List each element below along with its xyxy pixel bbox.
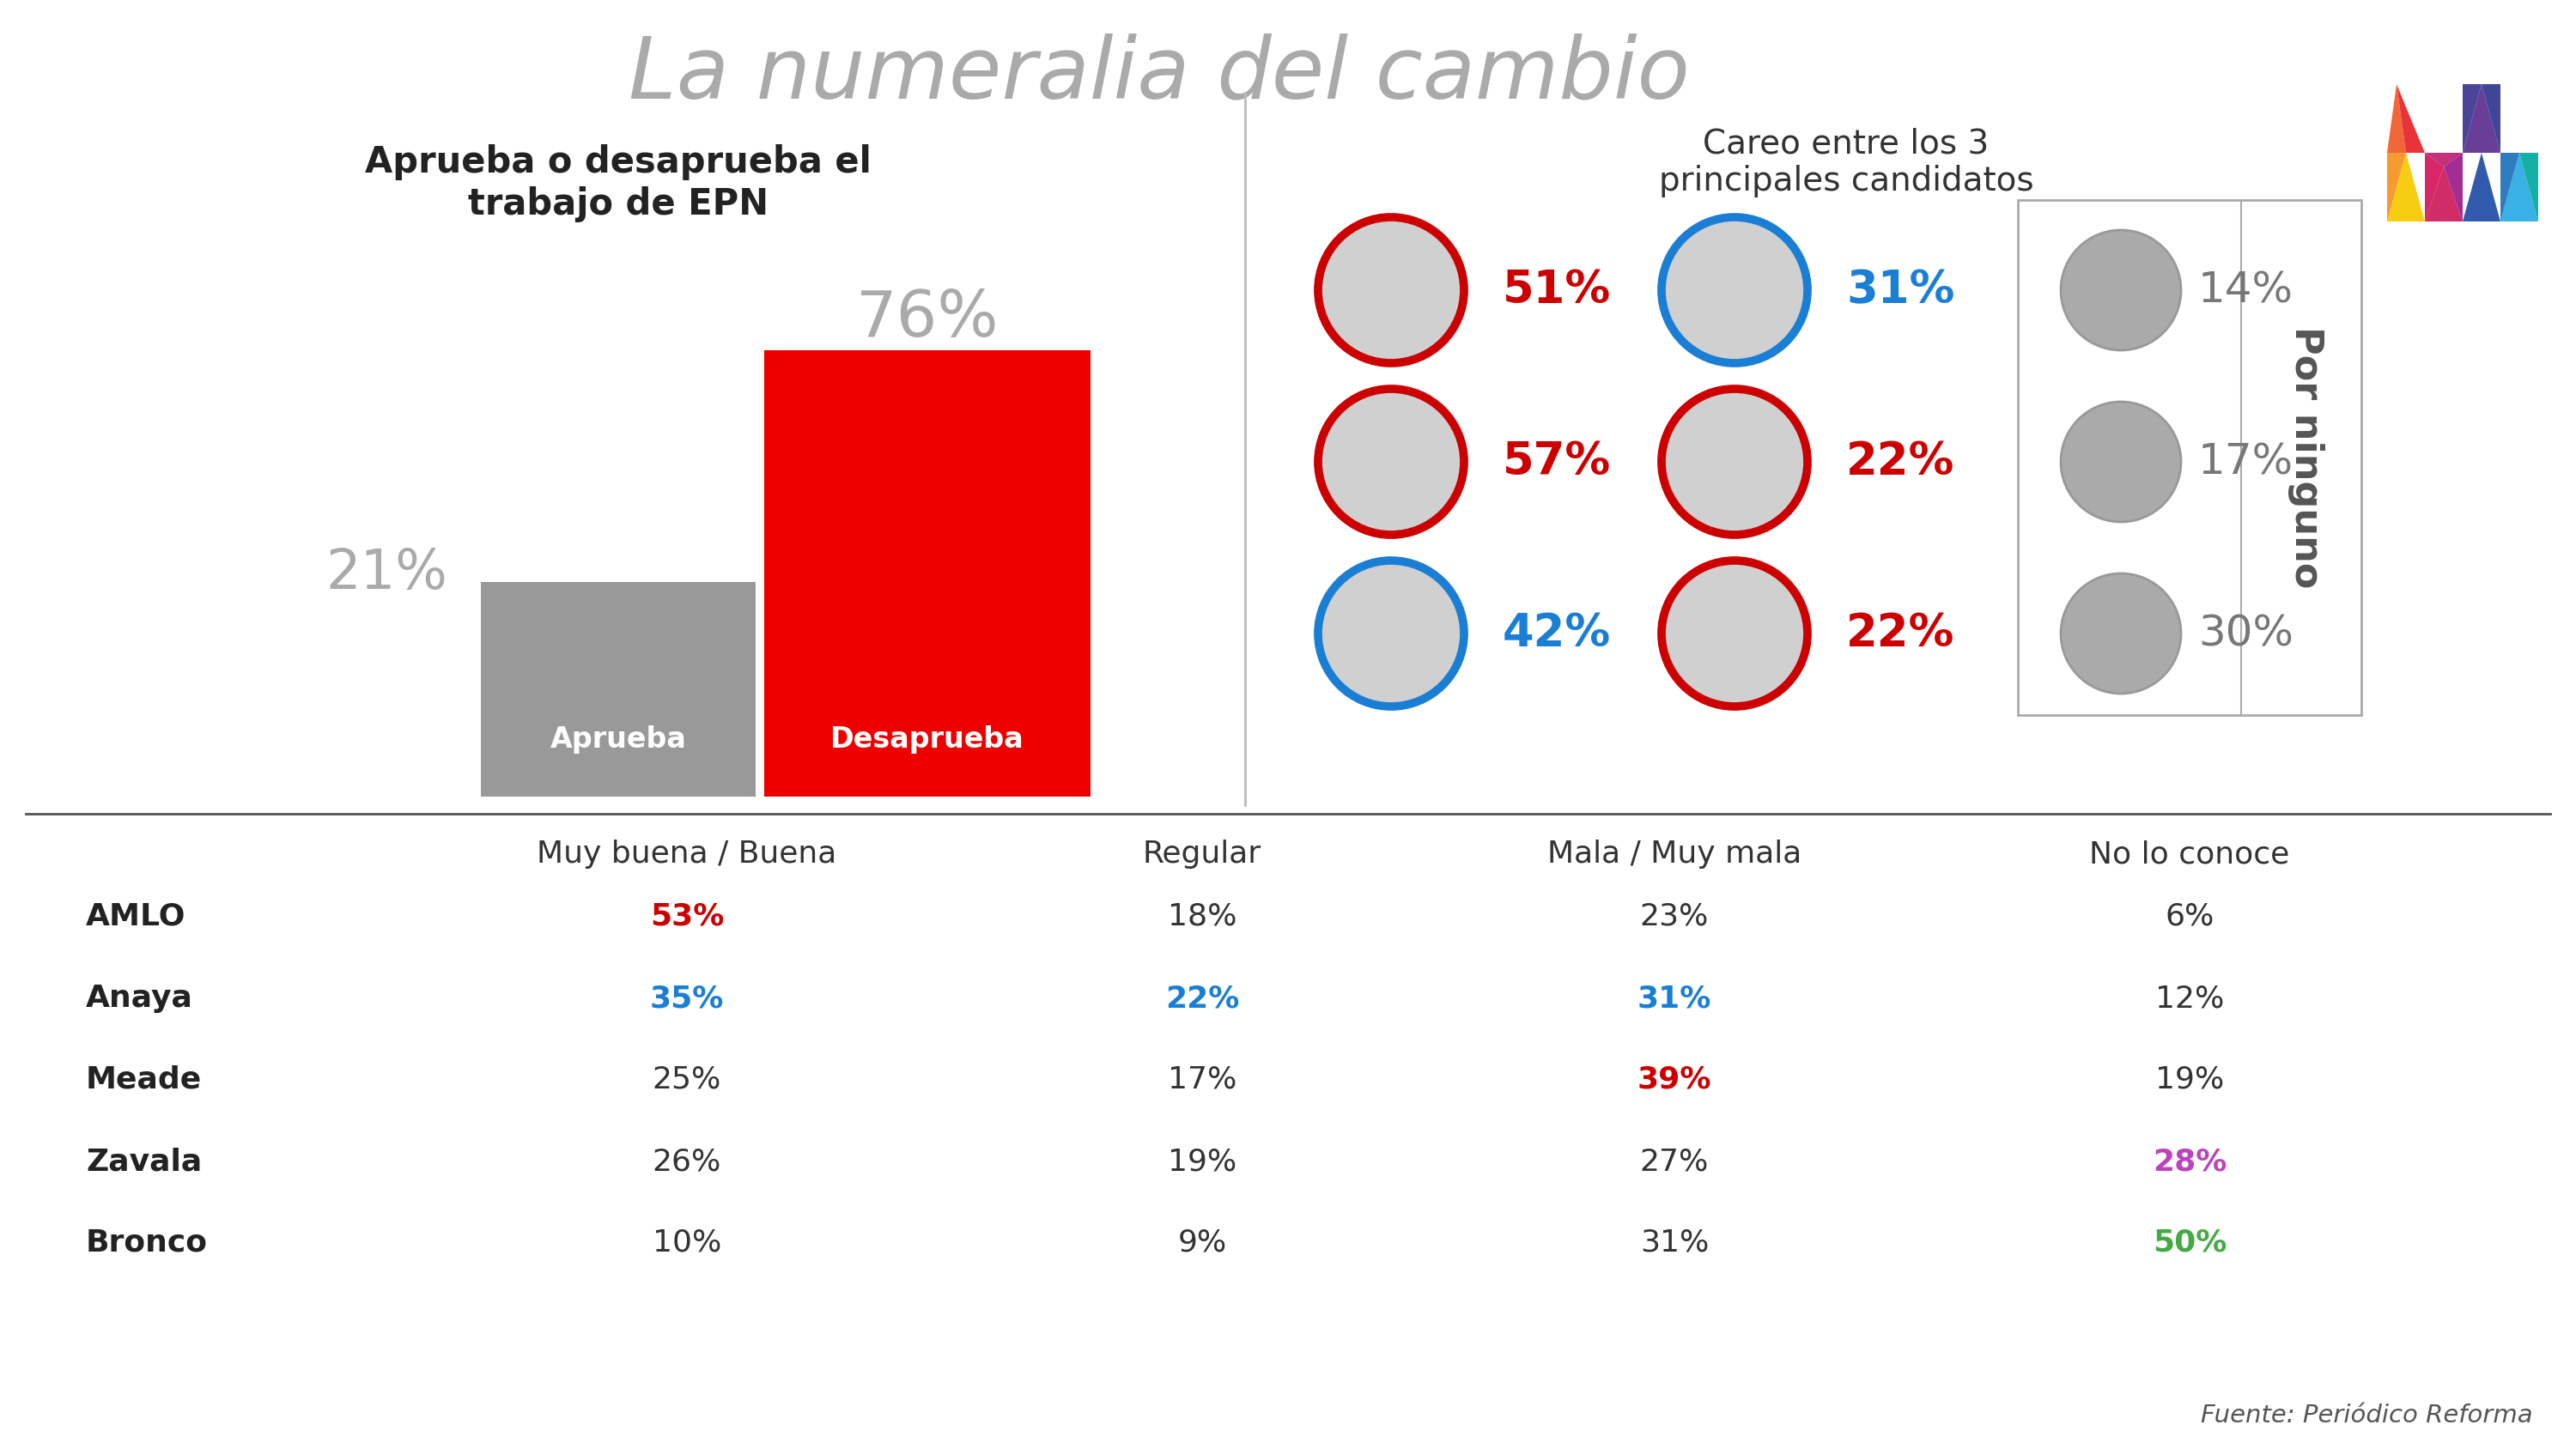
Text: Desaprueba: Desaprueba: [829, 726, 1025, 753]
Bar: [765, 351, 1090, 797]
Text: No lo conoce: No lo conoce: [2089, 839, 2290, 869]
Text: 30%: 30%: [2197, 613, 2293, 653]
Polygon shape: [2481, 84, 2501, 152]
Text: 17%: 17%: [2197, 442, 2293, 483]
Text: Muy buena / Buena: Muy buena / Buena: [536, 839, 837, 869]
Circle shape: [1319, 388, 1463, 535]
Polygon shape: [2463, 152, 2501, 222]
Polygon shape: [2388, 84, 2406, 152]
Text: 14%: 14%: [2197, 270, 2293, 310]
Polygon shape: [2396, 84, 2424, 152]
Text: 31%: 31%: [1847, 268, 1955, 313]
Polygon shape: [2424, 152, 2445, 222]
Text: Aprueba: Aprueba: [551, 726, 685, 753]
Text: 42%: 42%: [1502, 611, 1610, 656]
Circle shape: [1662, 561, 1808, 707]
Text: 22%: 22%: [1847, 439, 1955, 484]
Text: 25%: 25%: [652, 1065, 721, 1094]
Polygon shape: [2463, 84, 2481, 152]
Text: 19%: 19%: [2156, 1065, 2223, 1094]
Text: 22%: 22%: [1164, 984, 1239, 1013]
Text: Aprueba o desaprueba el
trabajo de EPN: Aprueba o desaprueba el trabajo de EPN: [366, 145, 871, 222]
Bar: [482, 582, 755, 797]
Bar: [2017, 200, 2362, 714]
Text: 6%: 6%: [2164, 903, 2215, 932]
Polygon shape: [2501, 152, 2519, 222]
Text: 19%: 19%: [1167, 1146, 1236, 1177]
Text: Regular: Regular: [1144, 839, 1262, 869]
Text: 27%: 27%: [1641, 1146, 1708, 1177]
Text: 23%: 23%: [1641, 903, 1708, 932]
Polygon shape: [2388, 152, 2406, 222]
Text: Anaya: Anaya: [85, 984, 193, 1013]
Circle shape: [2061, 230, 2182, 351]
Polygon shape: [2463, 84, 2501, 152]
Text: 51%: 51%: [1502, 268, 1610, 313]
Text: 53%: 53%: [649, 903, 724, 932]
Text: 39%: 39%: [1638, 1065, 1710, 1094]
Text: Por ninguno: Por ninguno: [2287, 326, 2324, 588]
Circle shape: [2061, 401, 2182, 522]
Polygon shape: [2424, 152, 2463, 167]
Polygon shape: [2445, 152, 2463, 222]
Text: 28%: 28%: [2154, 1146, 2226, 1177]
Text: 9%: 9%: [1177, 1229, 1226, 1258]
Text: 17%: 17%: [1167, 1065, 1236, 1094]
Text: 18%: 18%: [1167, 903, 1236, 932]
Polygon shape: [2388, 152, 2424, 222]
Text: 35%: 35%: [649, 984, 724, 1013]
Text: 57%: 57%: [1502, 439, 1610, 484]
Text: AMLO: AMLO: [85, 903, 185, 932]
Polygon shape: [2519, 152, 2537, 222]
Text: Fuente: Periódico Reforma: Fuente: Periódico Reforma: [2200, 1404, 2532, 1427]
Circle shape: [1319, 217, 1463, 364]
Text: Mala / Muy mala: Mala / Muy mala: [1548, 839, 1801, 869]
Text: 10%: 10%: [652, 1229, 721, 1258]
Text: 21%: 21%: [325, 546, 448, 600]
Polygon shape: [2424, 167, 2463, 222]
Text: 31%: 31%: [1641, 1229, 1708, 1258]
Text: 26%: 26%: [652, 1146, 721, 1177]
Circle shape: [2061, 574, 2182, 694]
Text: Careo entre los 3
principales candidatos: Careo entre los 3 principales candidatos: [1659, 128, 2032, 197]
Text: 76%: 76%: [855, 287, 999, 351]
Polygon shape: [2501, 152, 2537, 222]
Text: Zavala: Zavala: [85, 1146, 201, 1177]
Circle shape: [1662, 388, 1808, 535]
Circle shape: [1662, 217, 1808, 364]
Text: 50%: 50%: [2154, 1229, 2226, 1258]
Circle shape: [1319, 561, 1463, 707]
Text: 31%: 31%: [1638, 984, 1710, 1013]
Text: Bronco: Bronco: [85, 1229, 209, 1258]
Text: 12%: 12%: [2156, 984, 2223, 1013]
Text: La numeralia del cambio: La numeralia del cambio: [629, 33, 1690, 116]
Text: Meade: Meade: [85, 1065, 201, 1094]
Text: 22%: 22%: [1847, 611, 1955, 656]
